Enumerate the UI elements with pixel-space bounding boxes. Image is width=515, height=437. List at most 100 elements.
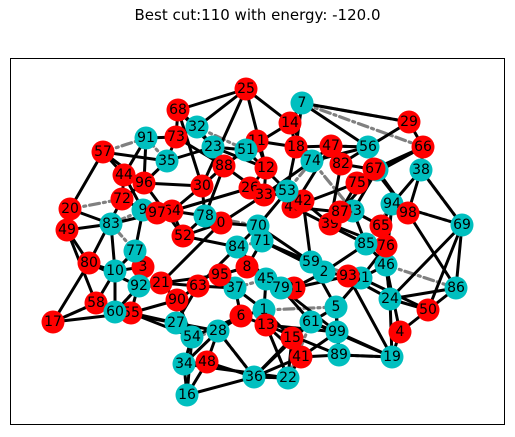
node-label-65: 65 [372, 218, 390, 234]
node-label-90: 90 [168, 292, 186, 308]
cut-edge-69-50 [426, 223, 464, 312]
node-69: 69 [450, 213, 474, 237]
node-circle-77 [123, 239, 147, 263]
node-label-48: 48 [198, 354, 216, 370]
node-71: 71 [250, 229, 274, 253]
node-label-56: 56 [359, 139, 377, 155]
node-circle-33 [252, 183, 276, 207]
node-27: 27 [164, 311, 188, 335]
node-circle-63 [186, 274, 210, 298]
node-label-36: 36 [245, 369, 263, 385]
node-77: 77 [123, 239, 147, 263]
node-label-21: 21 [152, 275, 170, 291]
node-label-54: 54 [183, 329, 201, 345]
node-25: 25 [234, 77, 258, 101]
node-circle-52 [171, 224, 195, 248]
node-label-3: 3 [139, 259, 148, 275]
node-label-95: 95 [211, 267, 229, 283]
node-circle-20 [58, 197, 82, 221]
node-circle-78 [193, 204, 217, 228]
node-63: 63 [186, 274, 210, 298]
node-label-44: 44 [115, 167, 133, 183]
node-circle-36 [242, 365, 266, 389]
node-label-69: 69 [453, 217, 471, 233]
node-90: 90 [165, 288, 189, 312]
node-8: 8 [235, 255, 259, 279]
node-84: 84 [225, 235, 249, 259]
node-label-76: 76 [377, 238, 395, 254]
node-label-66: 66 [414, 139, 432, 155]
node-circle-38 [409, 158, 433, 182]
node-circle-37 [223, 276, 247, 300]
node-circle-23 [201, 135, 225, 159]
node-label-75: 75 [348, 175, 366, 191]
node-95: 95 [208, 263, 232, 287]
node-96: 96 [132, 171, 156, 195]
node-label-92: 92 [130, 278, 148, 294]
node-label-16: 16 [178, 387, 196, 403]
node-circle-95 [208, 263, 232, 287]
node-74: 74 [300, 149, 324, 173]
node-label-78: 78 [196, 208, 214, 224]
node-circle-79 [269, 276, 293, 300]
node-circle-24 [378, 287, 402, 311]
node-label-71: 71 [253, 233, 271, 249]
node-88: 88 [212, 154, 236, 178]
node-circle-49 [55, 218, 79, 242]
node-19: 19 [380, 345, 404, 369]
node-circle-21 [149, 271, 173, 295]
node-67: 67 [362, 157, 386, 181]
node-label-84: 84 [228, 239, 246, 255]
node-circle-35 [155, 149, 179, 173]
node-circle-74 [300, 149, 324, 173]
node-44: 44 [112, 163, 136, 187]
node-circle-25 [234, 77, 258, 101]
node-label-49: 49 [58, 222, 76, 238]
node-label-23: 23 [204, 139, 222, 155]
node-37: 37 [223, 276, 247, 300]
node-label-12: 12 [257, 160, 275, 176]
node-circle-58 [84, 291, 108, 315]
uncut-edge-7-66 [300, 101, 425, 149]
node-circle-46 [374, 253, 398, 277]
node-circle-14 [278, 111, 302, 135]
node-76: 76 [374, 234, 398, 258]
node-48: 48 [195, 350, 219, 374]
node-label-96: 96 [135, 175, 153, 191]
node-label-10: 10 [106, 263, 124, 279]
node-circle-96 [132, 171, 156, 195]
node-circle-76 [374, 234, 398, 258]
node-label-9: 9 [139, 202, 148, 218]
node-label-51: 51 [237, 142, 255, 158]
node-label-45: 45 [257, 271, 275, 287]
node-label-27: 27 [167, 315, 185, 331]
node-label-8: 8 [243, 259, 252, 275]
node-24: 24 [378, 287, 402, 311]
node-circle-83 [99, 212, 123, 236]
node-circle-71 [250, 229, 274, 253]
node-circle-92 [127, 274, 151, 298]
node-label-57: 57 [94, 144, 112, 160]
node-34: 34 [172, 352, 196, 376]
node-circle-57 [91, 140, 115, 164]
node-circle-84 [225, 235, 249, 259]
node-label-63: 63 [189, 278, 207, 294]
node-circle-86 [444, 276, 468, 300]
node-circle-59 [299, 250, 323, 274]
chart-title: Best cut:110 with energy: -120.0 [134, 6, 381, 24]
node-52: 52 [171, 224, 195, 248]
node-7: 7 [290, 91, 314, 115]
node-label-6: 6 [237, 308, 246, 324]
node-label-77: 77 [126, 243, 144, 259]
node-61: 61 [299, 310, 323, 334]
uncut-edge-46-86 [384, 263, 458, 290]
node-circle-44 [112, 163, 136, 187]
node-29: 29 [397, 110, 421, 134]
node-36: 36 [242, 365, 266, 389]
node-79: 79 [269, 276, 293, 300]
node-label-85: 85 [357, 236, 375, 252]
node-label-33: 33 [255, 187, 273, 203]
node-label-2: 2 [320, 264, 329, 280]
cut-edge-98-86 [406, 211, 458, 290]
